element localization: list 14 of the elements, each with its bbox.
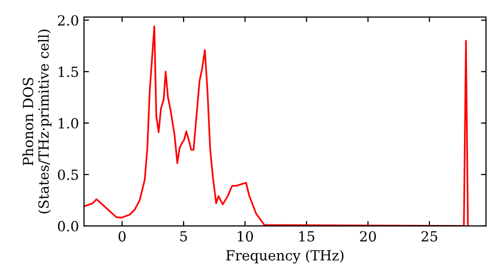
x-tick-label: 10 — [238, 231, 253, 242]
line-series — [84, 26, 469, 226]
x-tick-label: 5 — [180, 231, 187, 242]
y-tick-label: 0.0 — [58, 220, 78, 232]
x-tick-label: 20 — [360, 231, 376, 242]
x-tick-label: 25 — [422, 231, 438, 242]
x-tick-label: 0 — [118, 231, 126, 242]
y-tick-label: 1.0 — [58, 118, 78, 129]
y-tick-label: 0.5 — [58, 169, 78, 180]
y-tick-label: 2.0 — [58, 15, 78, 26]
y-tick-label: 1.5 — [58, 66, 78, 78]
x-tick-label: 15 — [299, 231, 314, 242]
x-axis-title: Frequency (THz) — [226, 250, 344, 264]
y-axis-title: Phonon DOS (States/THz·primitive cell) — [22, 30, 52, 214]
